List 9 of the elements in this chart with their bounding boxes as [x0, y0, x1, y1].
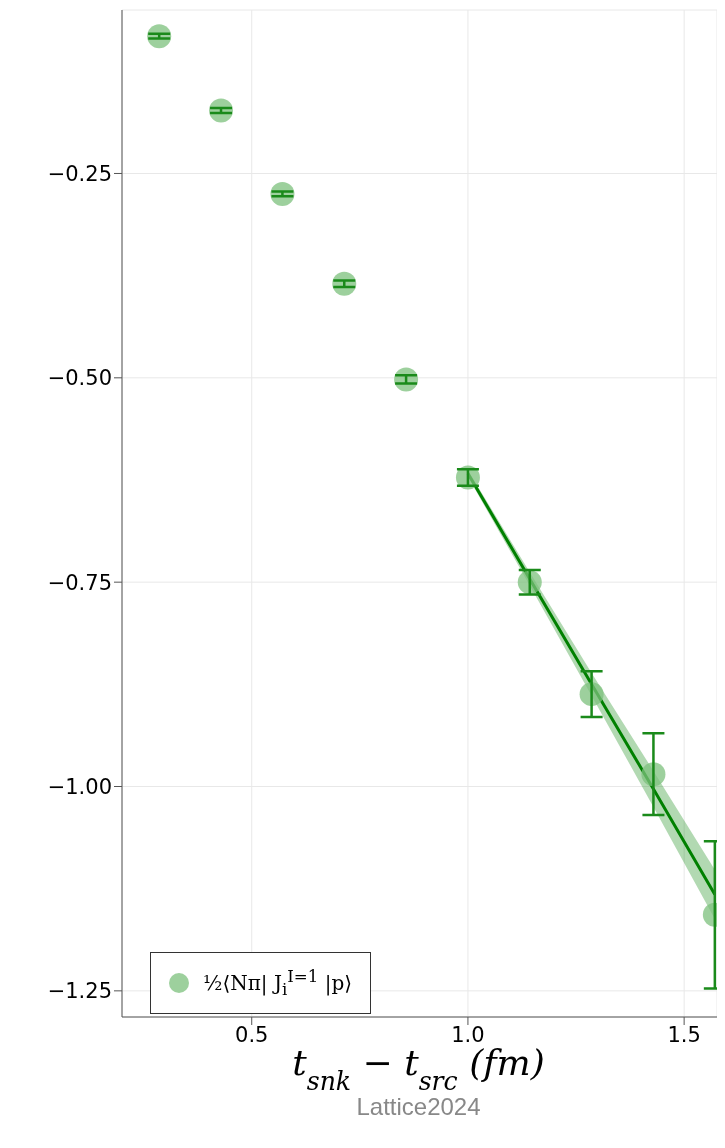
y-tick-label: −0.75: [47, 570, 112, 595]
y-tick-label: −0.50: [47, 366, 112, 391]
legend-label: ½⟨Nπ| J$_{i}$$^{I=1}$ |p⟩: [203, 967, 353, 999]
text: Lattice2024: [356, 1093, 481, 1120]
y-tick-label: −1.25: [47, 979, 112, 1004]
y-tick-label: −0.25: [47, 161, 112, 186]
x-tick-label: 0.5: [235, 1022, 269, 1047]
y-tick-label: −1.00: [47, 774, 112, 799]
x-tick-label: 1.5: [667, 1022, 701, 1047]
